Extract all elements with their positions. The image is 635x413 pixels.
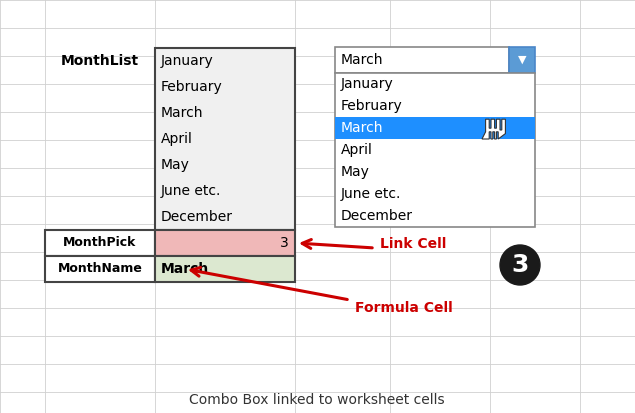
Bar xyxy=(155,256,295,282)
Text: March: March xyxy=(161,106,203,120)
Text: 3: 3 xyxy=(280,236,289,250)
Text: MonthList: MonthList xyxy=(61,54,139,68)
Bar xyxy=(155,48,295,230)
Text: January: January xyxy=(161,54,214,68)
Circle shape xyxy=(500,245,540,285)
Text: February: February xyxy=(341,99,403,113)
Text: MonthName: MonthName xyxy=(58,263,142,275)
Text: February: February xyxy=(161,80,223,94)
Text: March: March xyxy=(341,53,384,67)
Text: December: December xyxy=(341,209,413,223)
Text: June etc.: June etc. xyxy=(341,187,401,201)
Text: April: April xyxy=(161,132,193,146)
Text: May: May xyxy=(161,158,190,172)
Text: MonthPick: MonthPick xyxy=(64,237,137,249)
Bar xyxy=(335,73,535,227)
Text: Combo Box linked to worksheet cells: Combo Box linked to worksheet cells xyxy=(189,393,444,407)
Bar xyxy=(335,47,509,73)
Bar xyxy=(45,230,155,256)
Text: Formula Cell: Formula Cell xyxy=(355,301,453,315)
Text: June etc.: June etc. xyxy=(161,184,222,198)
Bar xyxy=(45,256,155,282)
Polygon shape xyxy=(482,119,505,139)
Text: Link Cell: Link Cell xyxy=(380,237,446,251)
Text: March: March xyxy=(161,262,210,276)
Text: May: May xyxy=(341,165,370,179)
Text: January: January xyxy=(341,77,394,91)
Bar xyxy=(335,117,535,139)
Text: March: March xyxy=(341,121,384,135)
Text: ▼: ▼ xyxy=(518,55,526,65)
Text: April: April xyxy=(341,143,373,157)
Bar xyxy=(155,230,295,256)
Text: December: December xyxy=(161,210,233,224)
Bar xyxy=(509,47,535,73)
Text: 3: 3 xyxy=(511,253,529,277)
